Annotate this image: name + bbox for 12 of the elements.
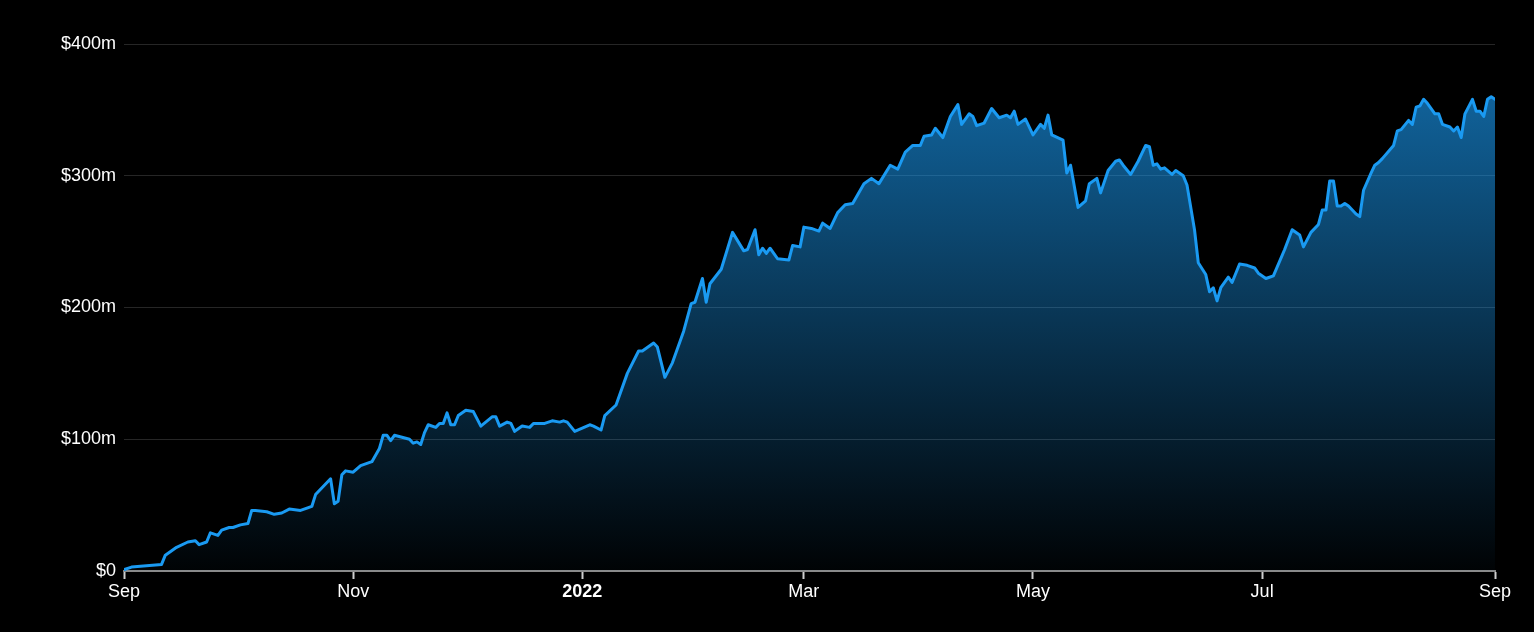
x-tick-label: 2022 [562, 580, 603, 601]
x-tick-label: Sep [1478, 580, 1512, 601]
y-tick-label: $100m [60, 428, 116, 449]
x-tick-label: Jul [1250, 580, 1274, 601]
x-tick-label: May [1015, 580, 1050, 601]
y-tick-label: $200m [60, 296, 116, 317]
y-tick-label: $300m [60, 164, 116, 185]
y-tick-label: $0 [95, 559, 116, 580]
y-tick-label: $400m [60, 32, 116, 53]
x-tick-label: Nov [337, 580, 370, 601]
x-tick-label: Sep [107, 580, 141, 601]
x-tick-label: Mar [788, 580, 820, 601]
